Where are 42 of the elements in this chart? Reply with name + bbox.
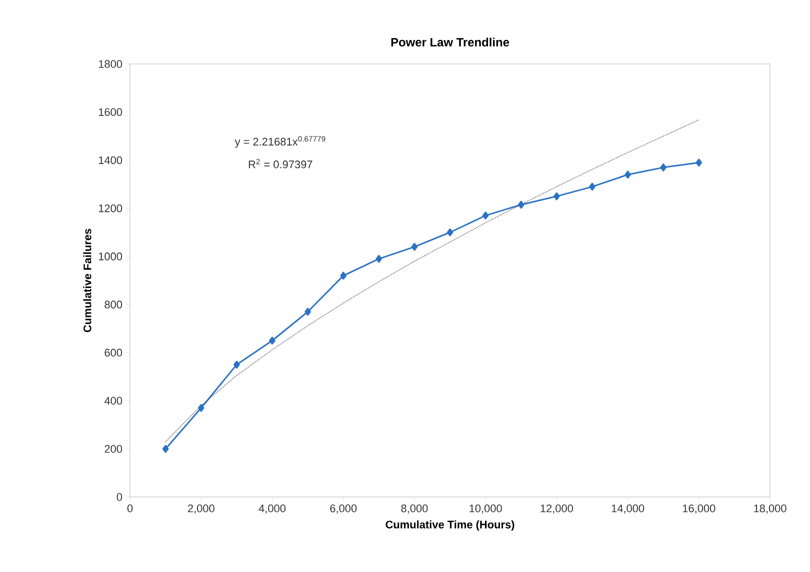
y-tick-label: 1000 [98, 252, 122, 260]
x-axis-title: Cumulative Time (Hours) [386, 520, 514, 531]
point [589, 182, 596, 191]
x-tick-label: 2,000 [188, 504, 214, 514]
x-tick-label: 8,000 [401, 504, 428, 514]
x-tick-label: 6,000 [330, 504, 357, 514]
y-tick-label: 600 [104, 348, 122, 357]
point [660, 163, 666, 172]
x-tick-label: 0 [127, 504, 133, 512]
annotation: R$^{2}$ = 0.97397 [248, 158, 312, 168]
y-tick-label: 400 [104, 396, 122, 405]
y-tick-label: 1200 [98, 204, 122, 212]
y-tick-label: 1400 [98, 156, 122, 164]
point [446, 228, 454, 236]
point [234, 360, 240, 369]
point [482, 212, 489, 220]
point [696, 158, 702, 167]
point [554, 192, 560, 200]
y-tick-label: 0 [116, 493, 122, 501]
y-tick-label: 1600 [98, 108, 122, 116]
point [198, 404, 204, 412]
x-tick-label: 12,000 [540, 504, 573, 514]
point [340, 272, 346, 280]
y-tick-label: 800 [104, 300, 122, 308]
y-tick-label: 200 [104, 445, 122, 453]
point [376, 254, 382, 263]
point [411, 242, 418, 251]
point [162, 444, 169, 453]
point [304, 308, 311, 316]
x-tick-label: 18,000 [754, 504, 786, 514]
point [269, 336, 276, 345]
x-tick-label: 4,000 [258, 504, 286, 514]
chart-title: Power Law Trendline [391, 38, 510, 46]
x-tick-label: 10,000 [470, 504, 502, 514]
y-axis-title: Cumulative Failures [83, 228, 92, 332]
y-tick-label: 1800 [98, 60, 122, 68]
x-tick-label: 14,000 [612, 504, 644, 514]
x-tick-label: 16,000 [682, 504, 716, 514]
line-series [165, 119, 700, 442]
point [518, 200, 524, 209]
annotation: y = 2.21681x$^{0.67779}$ [234, 136, 326, 148]
point [624, 170, 631, 179]
